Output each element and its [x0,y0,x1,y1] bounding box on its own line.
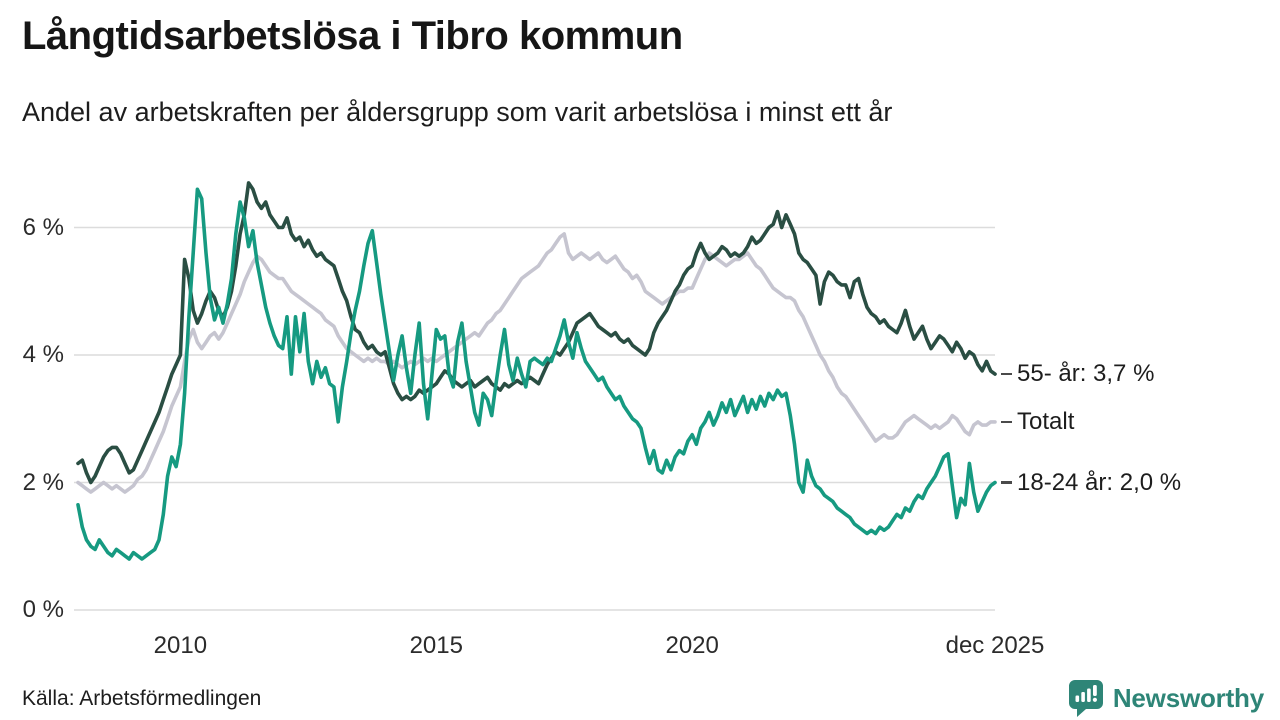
series-label-tick [1001,420,1012,424]
y-axis-tick-label: 6 % [22,213,64,241]
newsworthy-bubble-icon [1068,680,1103,717]
x-axis-tick-label: 2010 [153,632,208,659]
x-axis-tick-label: dec 2025 [945,632,1045,659]
x-axis-tick-label: 2015 [409,632,463,659]
series-end-label-55-r: 55- år: 3,7 % [1001,360,1154,388]
brand-name: Newsworthy [1112,682,1264,713]
series-label-tick [1001,372,1012,376]
y-axis-tick-label: 0 % [22,596,64,623]
series-line-totalt [76,232,997,494]
series-line-18-24-r [76,187,997,561]
series-end-label-18-24-r: 18-24 år: 2,0 % [1001,469,1181,497]
series-line-55-r [76,181,997,485]
x-axis-tick-label: 2020 [665,632,719,659]
series-end-label-text: 55- år: 3,7 % [1017,360,1155,388]
series-end-label-text: Totalt [1017,407,1075,435]
series-label-tick [1001,481,1012,484]
series-end-label-totalt: Totalt [1001,408,1074,436]
series-end-label-text: 18-24 år: 2,0 % [1017,468,1182,496]
y-axis-tick-label: 2 % [22,468,64,496]
page-title: Långtidsarbetslösa i Tibro kommun [22,14,683,58]
brand-logo: Newsworthy [1067,678,1264,718]
chart-subtitle: Andel av arbetskraften per åldersgrupp s… [22,97,893,127]
y-axis-tick-label: 4 % [22,341,64,368]
source-note: Källa: Arbetsförmedlingen [22,687,262,710]
